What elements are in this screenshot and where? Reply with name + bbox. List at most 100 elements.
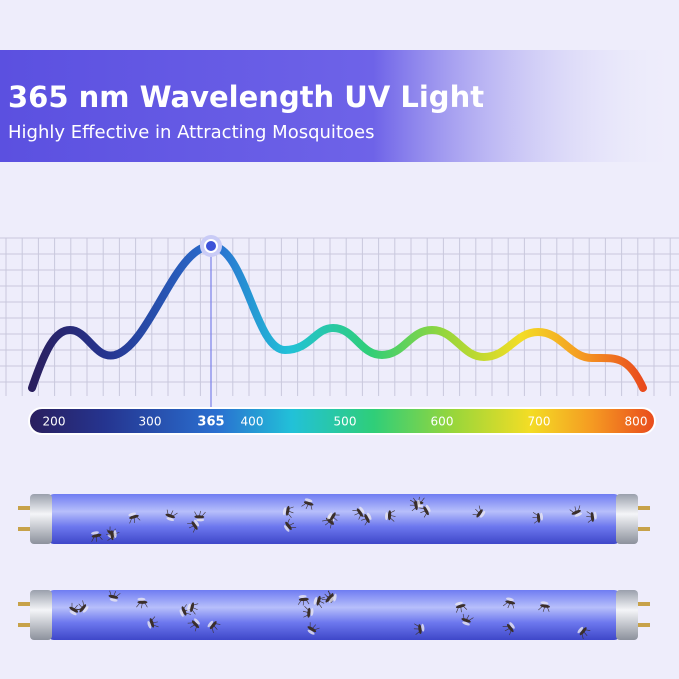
mosquito-legs [71,602,82,611]
mosquito-wing [69,610,77,616]
mosquito-wing [310,607,314,616]
mosquito-wing [307,629,315,635]
title: 365 nm Wavelength UV Light [8,80,484,114]
mosquito-legs [322,519,332,529]
mosquito-wing [304,498,313,503]
mosquito [461,613,474,626]
mosquito-legs [297,599,310,606]
mosquito [586,511,597,523]
mosquito-wing [462,621,470,626]
mosquito-legs [136,602,148,609]
mosquito-wing [479,510,486,518]
mosquito-legs [409,499,417,512]
mosquito-legs [581,629,591,640]
mosquito [147,616,159,629]
mosquito [179,604,192,617]
spectrum-label: 500 [334,415,357,429]
mosquito-legs [456,605,468,613]
mosquito [321,590,335,603]
mosquito [385,510,396,522]
spectrum-labels: 200 300 365 400 500 600 700 800 [43,415,648,430]
grid [0,237,679,396]
mosquito [538,601,550,612]
mosquito-legs [532,512,539,524]
mosquito-legs [462,613,474,622]
mosquito-wing [194,618,200,625]
mosquito [284,518,297,532]
mosquito-wing [298,594,307,598]
mosquito [307,622,320,635]
mosquito-wing [359,506,365,514]
mosquito-wing [327,512,333,520]
mosquito [187,618,200,632]
mosquito [327,512,340,525]
mosquito [472,505,486,518]
marker-dot [204,239,218,253]
mosquito-wing [506,597,514,601]
mosquito-wing [367,512,372,520]
mosquito-legs [418,507,428,518]
mosquito-wing [385,512,389,521]
mosquito-legs [166,509,178,517]
spectrum-label: 300 [139,415,162,429]
mosquito-wing [91,531,99,535]
mosquito-wing [417,499,421,508]
mosquito [91,531,103,542]
mosquito-wing [313,597,318,605]
spectrum-label: 800 [625,415,648,429]
mosquito-legs [301,502,313,510]
mosquito-legs [352,510,362,520]
mosquito [502,622,515,636]
mosquito-legs [309,622,320,631]
mosquito-wing [593,511,597,520]
mosquito-wing [333,593,337,602]
uv-tube [18,494,650,544]
mosquito-legs [317,596,325,609]
mosquito-legs [287,518,297,528]
banner [0,50,679,162]
mosquito-legs [569,505,581,514]
mosquito-wing [540,601,549,605]
mosquito [532,512,544,524]
mosquito [297,594,310,606]
mosquito-wing [455,601,463,606]
mosquito-legs [331,514,340,525]
mosquito [301,498,314,510]
mosquito [569,505,583,517]
mosquito-legs [321,590,331,601]
spectrum-label: 365 [197,415,224,430]
mosquito-wing [179,609,184,617]
mosquito-legs [302,606,310,618]
mosquito [69,602,82,616]
mosquito [409,499,421,512]
mosquito [313,595,325,609]
mosquito [128,512,141,524]
mosquito-wing [166,517,175,521]
mosquito [136,597,148,609]
mosquito [194,510,206,522]
mosquito [455,601,468,613]
spectrum-label: 600 [431,415,454,429]
mosquito [207,620,221,634]
mosquito-wing [147,620,152,629]
mosquito-wing [207,620,214,628]
mosquito [165,509,178,521]
mosquito-legs [389,510,396,522]
mosquito-wing [82,606,89,613]
mosquito-wing [187,603,191,612]
mosquito-wing [194,519,200,527]
mosquito [577,626,591,640]
mosquito-legs [413,623,421,635]
mosquito-wing [421,623,425,632]
mosquito [418,504,431,518]
mosquito [75,600,89,613]
mosquito [352,506,365,520]
mosquito-wing [128,512,137,517]
mosquito-wing [196,518,205,522]
mosquito [187,519,200,533]
mosquito-legs [106,529,113,541]
uv-tube [18,590,650,640]
mosquito-wing [577,626,584,634]
